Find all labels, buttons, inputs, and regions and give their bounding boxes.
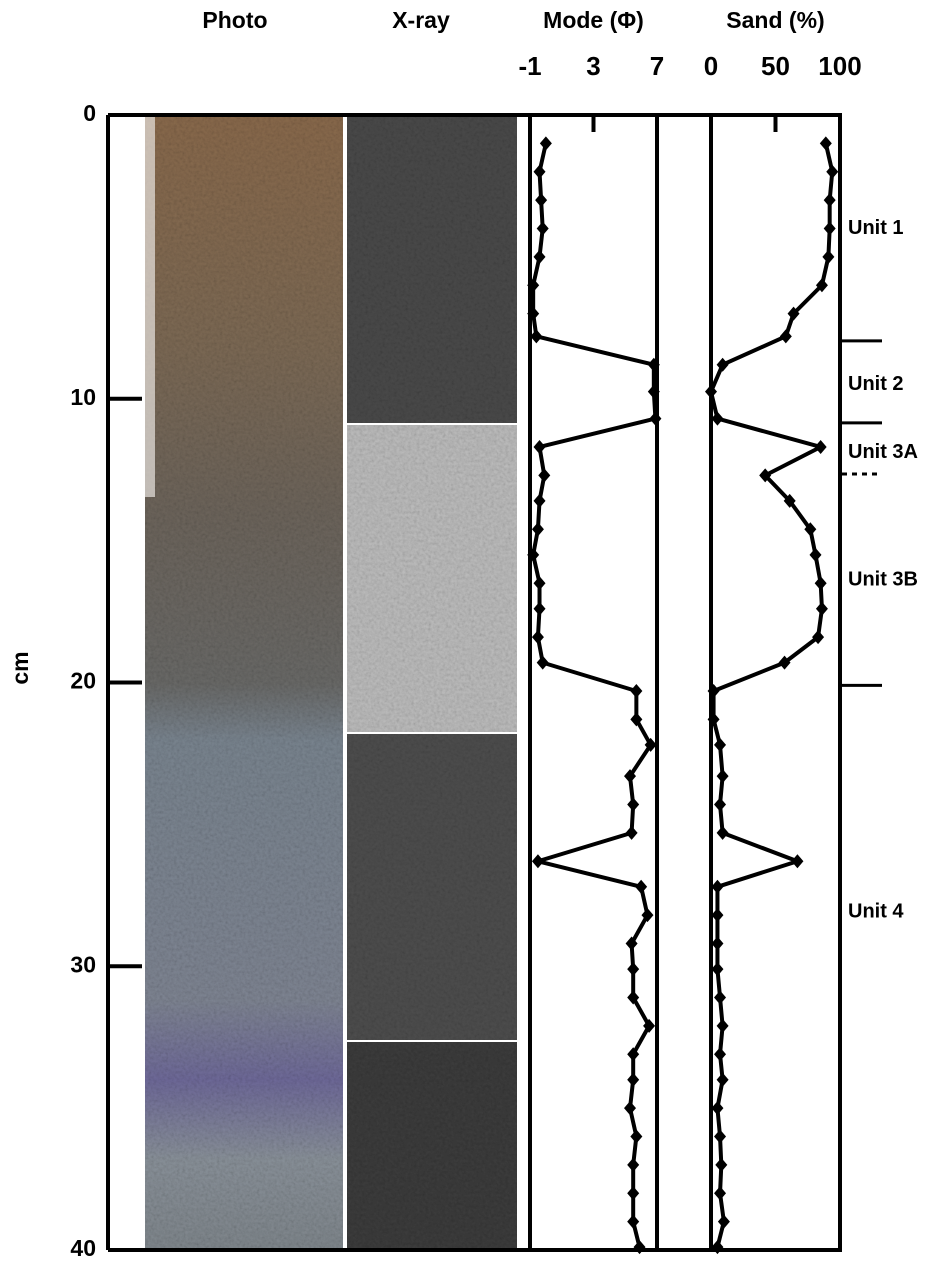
data-point [630,1130,642,1144]
data-point [715,1158,727,1172]
unit-label: Unit 3A [848,441,918,463]
data-point [711,412,723,426]
data-point [717,826,729,840]
data-point [537,222,549,236]
x-tick-label: 100 [818,51,861,81]
data-point [627,962,639,976]
photo-edge [145,117,155,497]
data-point [717,1073,729,1087]
data-point [649,412,661,426]
x-tick-label: 3 [586,51,600,81]
unit-label: Unit 3B [848,569,918,591]
x-tick-label: 7 [650,51,664,81]
data-point [820,136,832,150]
data-point [711,937,723,951]
data-point [780,329,792,343]
data-point [534,165,546,179]
data-point [532,854,544,868]
data-point [824,222,836,236]
data-point [791,854,803,868]
data-point [534,440,546,454]
unit-label: Unit 1 [848,217,904,239]
data-point [714,738,726,752]
photo-column [145,117,343,1250]
xray-section [347,1042,517,1250]
core-photo [145,117,343,1250]
data-point [532,630,544,644]
data-point [711,962,723,976]
panel-title: X-ray [392,7,450,33]
data-point [717,769,729,783]
y-tick-label: 0 [83,100,96,126]
data-point [714,990,726,1004]
y-tick-label: 30 [70,951,96,977]
y-tick-label: 40 [70,1235,96,1261]
data-point [824,193,836,207]
data-point [711,908,723,922]
data-point [537,656,549,670]
data-point [630,684,642,698]
data-point [714,1186,726,1200]
data-point [635,880,647,894]
xray-column [347,117,517,1250]
xray-section [347,734,517,1040]
data-point [534,602,546,616]
data-point [534,250,546,264]
data-point [534,494,546,508]
x-tick-label: -1 [518,51,541,81]
data-point [826,165,838,179]
data-point [624,1101,636,1115]
data-point [822,250,834,264]
data-point [627,1186,639,1200]
unit-label: Unit 2 [848,373,904,395]
data-point [627,1073,639,1087]
data-point [714,798,726,812]
data-point [535,193,547,207]
data-point [816,602,828,616]
page: {"chart_data":{"type":"line","panels":["… [0,0,947,1261]
data-point [627,798,639,812]
data-point [711,1101,723,1115]
data-point [627,1215,639,1229]
data-point [815,576,827,590]
panel-title: Photo [202,7,267,33]
data-point [714,1130,726,1144]
series-line [711,143,832,1247]
chart: Photo X-ray cm 0 10 20 30 40 Mode (Φ)-1 3 7 Sand… [0,0,947,1261]
y-tick-label: 10 [70,384,96,410]
data-point [717,1019,729,1033]
series-title: Mode (Φ) [543,7,644,33]
data-point [627,1158,639,1172]
data-point [534,576,546,590]
y-tick-label: 20 [70,668,96,694]
xray-section [347,425,517,732]
data-point [626,826,638,840]
data-point [809,548,821,562]
data-point [634,1240,646,1254]
data-point [714,1047,726,1061]
series-title: Sand (%) [726,7,824,33]
unit-label: Unit 4 [848,901,904,923]
data-point [532,522,544,536]
data-point [538,468,550,482]
y-axis-label: cm [7,651,33,684]
data-point [530,329,542,343]
data-point [711,880,723,894]
x-tick-label: 0 [704,51,718,81]
data-point [815,440,827,454]
data-point [711,1240,723,1254]
data-point [718,1215,730,1229]
xray-section [347,117,517,423]
x-tick-label: 50 [761,51,790,81]
data-point [540,136,552,150]
